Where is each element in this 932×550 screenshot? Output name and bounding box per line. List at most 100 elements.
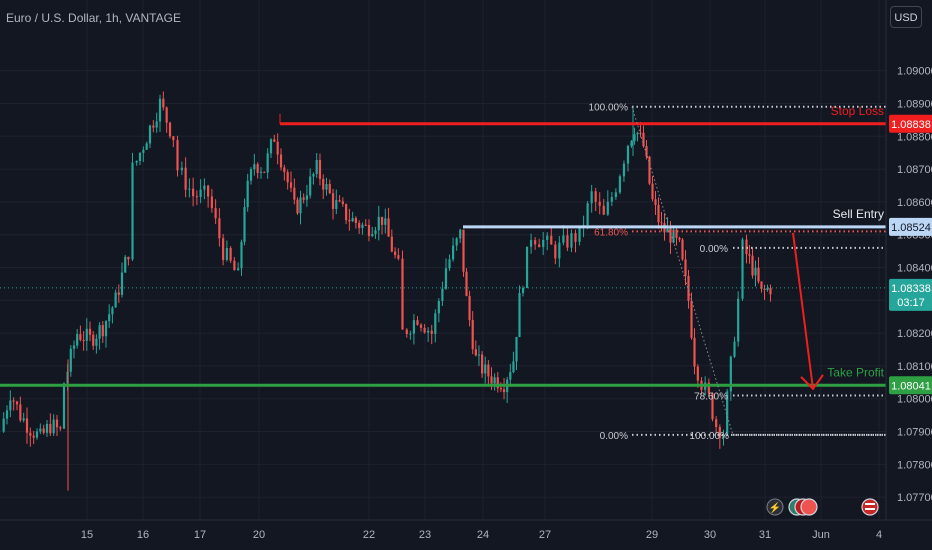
take-profit-label: Take Profit bbox=[827, 365, 884, 379]
candle-body bbox=[42, 428, 45, 433]
candle-body bbox=[521, 287, 525, 294]
candle-body bbox=[760, 281, 763, 289]
candle-body bbox=[471, 320, 474, 350]
candle-body bbox=[127, 256, 130, 260]
candle-body bbox=[240, 241, 243, 269]
candle-body bbox=[558, 242, 561, 259]
candle-body bbox=[253, 164, 256, 170]
candle-body bbox=[657, 204, 660, 223]
price-tick-label: 1.07700 bbox=[897, 492, 932, 504]
candle-body bbox=[606, 201, 609, 215]
candle-body bbox=[741, 239, 744, 299]
candle-body bbox=[546, 235, 549, 240]
candle-body bbox=[95, 338, 98, 346]
candle-body bbox=[199, 189, 202, 197]
candle-body bbox=[305, 195, 308, 200]
candle-body bbox=[636, 132, 639, 135]
candle-body bbox=[364, 224, 367, 226]
candle-body bbox=[312, 173, 315, 177]
candle-body bbox=[441, 288, 444, 301]
stop-loss-badge: 1.08838 bbox=[891, 119, 931, 131]
candle-body bbox=[437, 300, 440, 314]
candle-body bbox=[499, 388, 502, 390]
candle-body bbox=[12, 400, 15, 402]
time-tick-label: 17 bbox=[194, 529, 206, 541]
candle-body bbox=[672, 229, 675, 243]
candle-body bbox=[542, 239, 545, 248]
candle-body bbox=[737, 298, 740, 342]
candle-body bbox=[711, 393, 714, 420]
candle-body bbox=[184, 167, 187, 190]
candle-body bbox=[367, 224, 371, 237]
candle-body bbox=[39, 428, 42, 432]
candle-body bbox=[459, 229, 462, 239]
candle-body bbox=[626, 145, 630, 164]
candle-body bbox=[148, 125, 152, 144]
candle-body bbox=[152, 125, 155, 128]
candle-body bbox=[322, 178, 325, 190]
candle-body bbox=[296, 199, 299, 214]
candle-body bbox=[192, 188, 195, 197]
currency-button[interactable]: USD bbox=[890, 6, 922, 28]
candle-body bbox=[726, 391, 729, 435]
candle-body bbox=[256, 164, 259, 173]
candle-body bbox=[380, 216, 384, 225]
candle-body bbox=[444, 268, 448, 289]
candle-body bbox=[534, 240, 537, 245]
candle-body bbox=[249, 169, 253, 181]
candle-body bbox=[286, 172, 289, 183]
candle-body bbox=[423, 327, 426, 333]
candle-body bbox=[377, 216, 380, 231]
candle-body bbox=[195, 196, 198, 198]
candle-body bbox=[203, 185, 206, 190]
us-flag-stripe bbox=[865, 503, 875, 505]
candle-body bbox=[104, 321, 108, 337]
candle-body bbox=[602, 205, 605, 215]
candle-body bbox=[487, 364, 490, 377]
candle-body bbox=[384, 218, 387, 225]
candle-body bbox=[237, 268, 240, 271]
candle-body bbox=[289, 182, 293, 188]
candle-body bbox=[315, 159, 318, 174]
candle-body bbox=[394, 251, 397, 256]
candle-body bbox=[586, 203, 589, 226]
candle-body bbox=[222, 238, 225, 260]
candle-body bbox=[52, 419, 55, 434]
time-tick-label: 29 bbox=[646, 529, 658, 541]
candle-body bbox=[79, 334, 82, 340]
time-tick-label: 23 bbox=[419, 529, 431, 541]
candle-body bbox=[168, 122, 172, 137]
candle-body bbox=[9, 400, 12, 411]
candle-body bbox=[351, 218, 354, 222]
us-flag-icon bbox=[861, 498, 879, 516]
candle-body bbox=[165, 107, 168, 123]
candle-body bbox=[387, 218, 390, 237]
projection-arrow bbox=[792, 232, 824, 391]
candle-body bbox=[642, 132, 645, 147]
fib-layer: 100.00% 61.80% 0.00% 78.60% 0.00% 100.00% bbox=[589, 103, 886, 442]
fib-level-label: 78.60% bbox=[694, 391, 728, 402]
candle-body bbox=[509, 372, 512, 380]
candle-body bbox=[525, 246, 529, 288]
candle-body bbox=[550, 235, 553, 245]
candle-body bbox=[518, 293, 521, 338]
candle-body bbox=[82, 339, 85, 341]
candle-body bbox=[490, 376, 493, 384]
candle-body bbox=[25, 418, 29, 433]
time-tick-label: 30 bbox=[704, 529, 716, 541]
price-tick-label: 1.08000 bbox=[897, 394, 932, 406]
candle-body bbox=[338, 200, 341, 202]
candle-body bbox=[448, 259, 451, 269]
candle-body bbox=[554, 244, 557, 259]
candle-body bbox=[117, 292, 120, 295]
candle-body bbox=[590, 191, 593, 204]
price-tick-label: 1.08200 bbox=[897, 328, 932, 340]
time-tick-label: 16 bbox=[137, 529, 149, 541]
current-price-badge-bg bbox=[889, 278, 932, 311]
candle-body bbox=[69, 348, 72, 372]
fib-level-label: 0.00% bbox=[600, 431, 628, 442]
candle-body bbox=[138, 152, 142, 161]
candle-body bbox=[45, 423, 49, 433]
candle-body bbox=[293, 187, 296, 200]
